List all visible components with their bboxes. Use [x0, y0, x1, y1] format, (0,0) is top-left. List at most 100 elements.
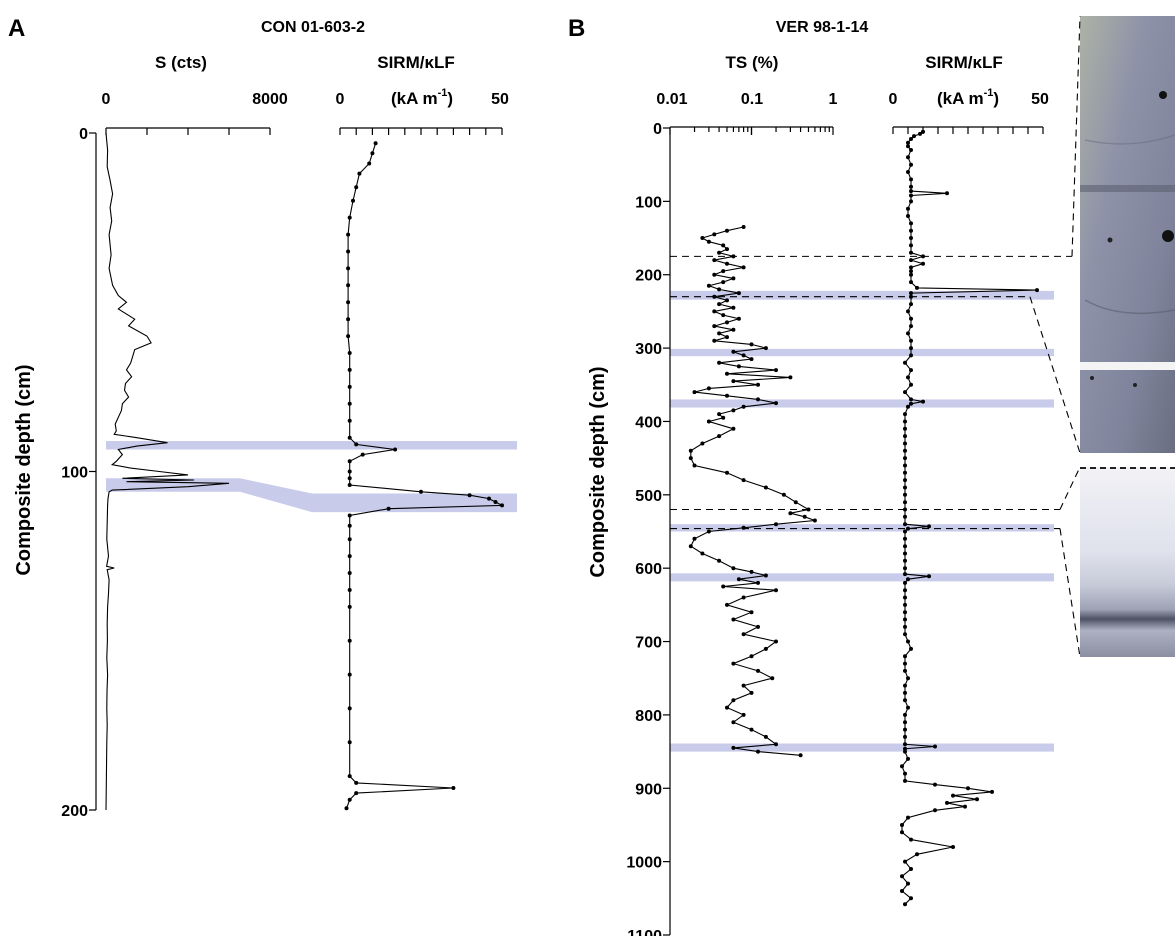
data-point	[373, 141, 378, 146]
unit-close: )	[993, 89, 999, 108]
core-connector-line	[1029, 296, 1081, 454]
data-point	[731, 327, 736, 332]
data-point	[903, 727, 907, 732]
data-point	[347, 523, 352, 528]
y-tick-label: 100	[635, 194, 662, 211]
data-point	[717, 558, 722, 563]
data-point	[370, 151, 375, 156]
data-point	[731, 408, 736, 413]
track-title-ts: TS (%)	[726, 53, 779, 72]
data-point	[725, 261, 729, 266]
data-point	[731, 698, 736, 703]
y-tick-label: 200	[635, 268, 662, 285]
data-point	[721, 313, 726, 318]
data-point	[903, 734, 907, 739]
data-point	[909, 137, 913, 141]
data-point	[749, 654, 754, 659]
data-point	[749, 690, 754, 695]
data-point	[725, 371, 729, 376]
data-point	[903, 514, 907, 519]
data-point	[933, 744, 937, 749]
data-point	[712, 309, 717, 314]
data-point	[909, 148, 913, 152]
data-point	[900, 764, 904, 769]
data-point	[731, 349, 736, 354]
data-point	[725, 470, 729, 475]
data-point	[906, 375, 910, 380]
data-point	[903, 778, 907, 783]
data-point	[927, 524, 931, 529]
y-tick-label: 700	[635, 635, 662, 652]
data-point	[731, 745, 736, 750]
data-point	[909, 193, 913, 198]
data-point	[357, 171, 362, 176]
data-point	[706, 239, 711, 244]
data-point	[909, 269, 913, 274]
data-point	[451, 786, 456, 790]
data-point	[346, 249, 351, 254]
data-point	[712, 294, 717, 299]
data-point	[712, 258, 717, 263]
data-point	[346, 317, 351, 322]
y-tick-label: 800	[635, 708, 662, 725]
data-point	[741, 225, 746, 229]
data-point	[725, 228, 729, 233]
data-point	[774, 639, 778, 644]
data-point	[347, 706, 352, 711]
data-point	[756, 382, 760, 387]
data-point	[731, 379, 736, 384]
data-point	[354, 780, 359, 785]
data-point	[906, 144, 910, 149]
data-point	[788, 511, 793, 516]
data-point	[903, 485, 907, 490]
data-point	[346, 334, 351, 339]
track-unit-sirm-a: (kA m-1)	[391, 87, 453, 108]
y-tick-label: 0	[653, 121, 662, 138]
data-point	[749, 569, 754, 574]
data-point	[903, 390, 907, 395]
data-point	[347, 476, 352, 481]
series-line	[690, 226, 816, 756]
data-point	[774, 368, 778, 373]
data-point	[721, 415, 726, 420]
traces-b	[688, 129, 1039, 907]
data-point	[903, 746, 907, 751]
data-point	[906, 705, 910, 710]
data-point	[906, 155, 910, 160]
data-point	[903, 661, 907, 666]
traces-a	[105, 132, 505, 811]
core-title-b: VER 98-1-14	[776, 19, 869, 36]
data-point	[909, 368, 913, 373]
panel-a: A CON 01-603-2 S (cts) SIRM/κLF (kA m-1)…	[8, 15, 517, 820]
highlight-band	[670, 348, 1054, 357]
core-connector-line	[1059, 528, 1081, 658]
data-point	[717, 331, 722, 336]
highlight-band	[670, 573, 1054, 582]
data-point	[725, 705, 729, 710]
data-point	[725, 298, 729, 303]
data-point	[909, 353, 913, 358]
data-point	[903, 632, 907, 637]
data-point	[812, 518, 817, 523]
data-point	[903, 749, 907, 754]
data-point	[741, 404, 746, 409]
core-photo-lower	[1080, 467, 1175, 657]
data-point	[756, 749, 760, 754]
data-point	[749, 727, 754, 732]
data-point	[347, 672, 352, 677]
data-point	[903, 478, 907, 483]
y-tick-label: 100	[61, 465, 88, 482]
data-point	[903, 360, 907, 365]
data-point	[763, 734, 768, 739]
data-point	[725, 247, 729, 252]
data-point	[963, 804, 967, 809]
data-point	[903, 558, 907, 563]
panel-letter-b: B	[568, 15, 585, 42]
data-point	[903, 742, 907, 747]
track-title-s: S (cts)	[155, 53, 207, 72]
data-point	[906, 214, 910, 218]
data-point	[903, 588, 907, 593]
data-point	[706, 283, 711, 288]
data-point	[802, 514, 807, 519]
data-point	[741, 353, 746, 358]
